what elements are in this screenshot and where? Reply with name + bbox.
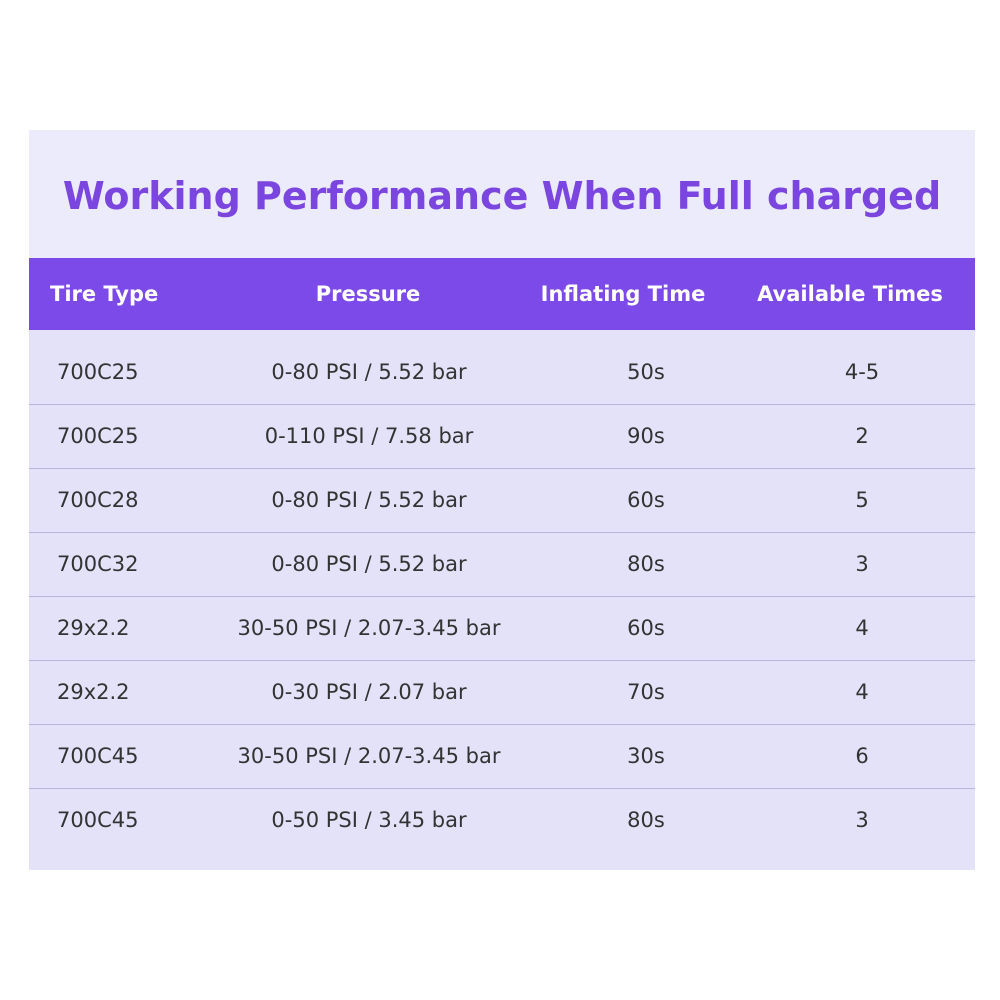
header-cell: Pressure [315, 282, 421, 306]
table-cell: 700C32 [57, 552, 139, 576]
table-header: Tire Type Pressure Inflating Time Available… [29, 258, 975, 330]
table-row: 700C25 0-80 PSI / 5.52 bar 50s 4-5 [29, 340, 975, 405]
table-cell: 29x2.2 [57, 616, 130, 640]
table-card: Working Performance When Full charged Ti… [29, 130, 975, 870]
table-cell: 60s [627, 488, 665, 512]
table-cell: 4-5 [844, 360, 880, 384]
table-cell: 0-80 PSI / 5.52 bar [271, 552, 467, 576]
table-row: 700C45 0-50 PSI / 3.45 bar 80s 3 [29, 788, 975, 852]
table-cell: 90s [627, 424, 665, 448]
table-row: 700C32 0-80 PSI / 5.52 bar 80s 3 [29, 532, 975, 597]
table-cell: 700C25 [57, 360, 139, 384]
table-row: 700C45 30-50 PSI / 2.07-3.45 bar 30s 6 [29, 724, 975, 789]
table-cell: 4 [855, 680, 869, 704]
table-row: 29x2.2 30-50 PSI / 2.07-3.45 bar 60s 4 [29, 596, 975, 661]
table-cell: 3 [855, 808, 869, 832]
table-cell: 0-50 PSI / 3.45 bar [271, 808, 467, 832]
table-cell: 80s [627, 552, 665, 576]
table-cell: 29x2.2 [57, 680, 130, 704]
table-row: 700C28 0-80 PSI / 5.52 bar 60s 5 [29, 468, 975, 533]
table-cell: 0-110 PSI / 7.58 bar [264, 424, 474, 448]
table-cell: 30-50 PSI / 2.07-3.45 bar [237, 744, 501, 768]
header-cell: Tire Type [50, 282, 159, 306]
table-cell: 700C45 [57, 744, 139, 768]
table-cell: 4 [855, 616, 869, 640]
table-row: 29x2.2 0-30 PSI / 2.07 bar 70s 4 [29, 660, 975, 725]
table-cell: 0-80 PSI / 5.52 bar [271, 360, 467, 384]
table-cell: 60s [627, 616, 665, 640]
header-cell: Inflating Time [540, 282, 706, 306]
table-cell: 30-50 PSI / 2.07-3.45 bar [237, 616, 501, 640]
table-cell: 2 [855, 424, 869, 448]
table-cell: 700C28 [57, 488, 139, 512]
header-cell: Available Times [757, 282, 943, 306]
table-cell: 700C45 [57, 808, 139, 832]
table-cell: 0-80 PSI / 5.52 bar [271, 488, 467, 512]
table-cell: 0-30 PSI / 2.07 bar [271, 680, 467, 704]
table-cell: 5 [855, 488, 869, 512]
table-cell: 50s [627, 360, 665, 384]
title-area: Working Performance When Full charged [29, 130, 975, 258]
table-cell: 700C25 [57, 424, 139, 448]
table-cell: 3 [855, 552, 869, 576]
table-cell: 70s [627, 680, 665, 704]
table-row: 700C25 0-110 PSI / 7.58 bar 90s 2 [29, 404, 975, 469]
table-cell: 6 [855, 744, 869, 768]
table-cell: 30s [627, 744, 665, 768]
table-cell: 80s [627, 808, 665, 832]
title: Working Performance When Full charged [62, 174, 942, 218]
